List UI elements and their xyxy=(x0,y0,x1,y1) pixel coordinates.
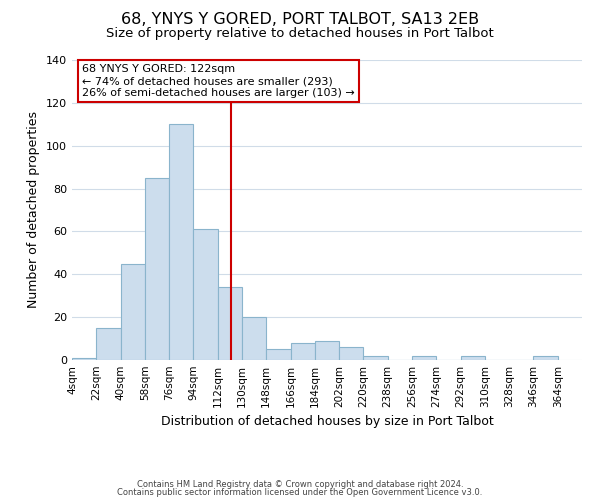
X-axis label: Distribution of detached houses by size in Port Talbot: Distribution of detached houses by size … xyxy=(161,416,493,428)
Bar xyxy=(266,350,290,360)
Bar xyxy=(169,124,193,360)
Bar xyxy=(533,356,558,360)
Text: Contains HM Land Registry data © Crown copyright and database right 2024.: Contains HM Land Registry data © Crown c… xyxy=(137,480,463,489)
Bar xyxy=(121,264,145,360)
Bar xyxy=(364,356,388,360)
Bar xyxy=(290,343,315,360)
Bar xyxy=(72,358,96,360)
Bar xyxy=(193,230,218,360)
Bar xyxy=(461,356,485,360)
Text: 68 YNYS Y GORED: 122sqm
← 74% of detached houses are smaller (293)
26% of semi-d: 68 YNYS Y GORED: 122sqm ← 74% of detache… xyxy=(82,64,355,98)
Bar xyxy=(218,287,242,360)
Bar xyxy=(242,317,266,360)
Text: Contains public sector information licensed under the Open Government Licence v3: Contains public sector information licen… xyxy=(118,488,482,497)
Bar xyxy=(96,328,121,360)
Text: Size of property relative to detached houses in Port Talbot: Size of property relative to detached ho… xyxy=(106,28,494,40)
Bar xyxy=(412,356,436,360)
Text: 68, YNYS Y GORED, PORT TALBOT, SA13 2EB: 68, YNYS Y GORED, PORT TALBOT, SA13 2EB xyxy=(121,12,479,28)
Bar xyxy=(339,347,364,360)
Y-axis label: Number of detached properties: Number of detached properties xyxy=(28,112,40,308)
Bar xyxy=(315,340,339,360)
Bar xyxy=(145,178,169,360)
